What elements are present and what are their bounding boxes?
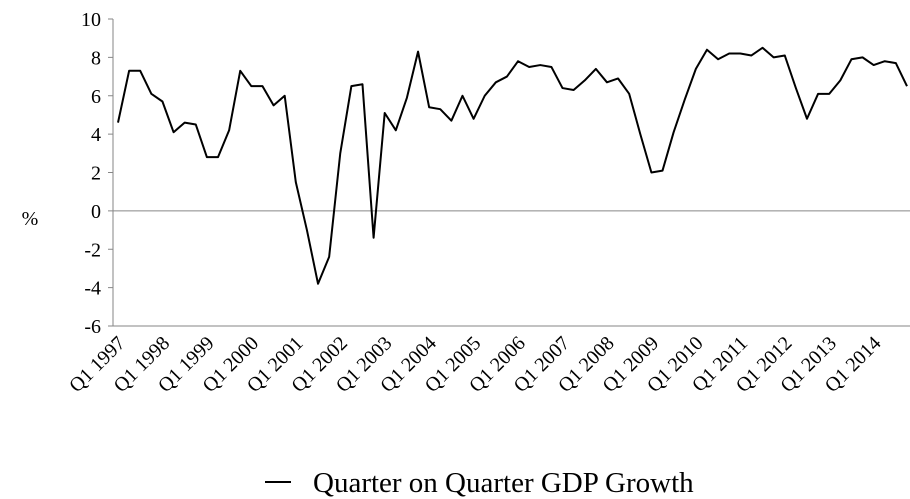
data-line	[117, 46, 908, 285]
y-tick-label: 4	[91, 124, 101, 146]
y-axis-label: %	[22, 208, 39, 230]
y-tick-label: 0	[91, 201, 101, 223]
y-tick-label: 2	[91, 163, 101, 185]
legend-label: Quarter on Quarter GDP Growth	[313, 467, 694, 499]
y-tick-label: 8	[91, 47, 101, 69]
y-tick-label: 6	[91, 86, 101, 108]
y-tick-label: -2	[84, 239, 101, 261]
y-tick-label: -4	[84, 278, 101, 300]
y-tick-label: -6	[84, 316, 101, 338]
y-tick-label: 10	[81, 9, 101, 31]
